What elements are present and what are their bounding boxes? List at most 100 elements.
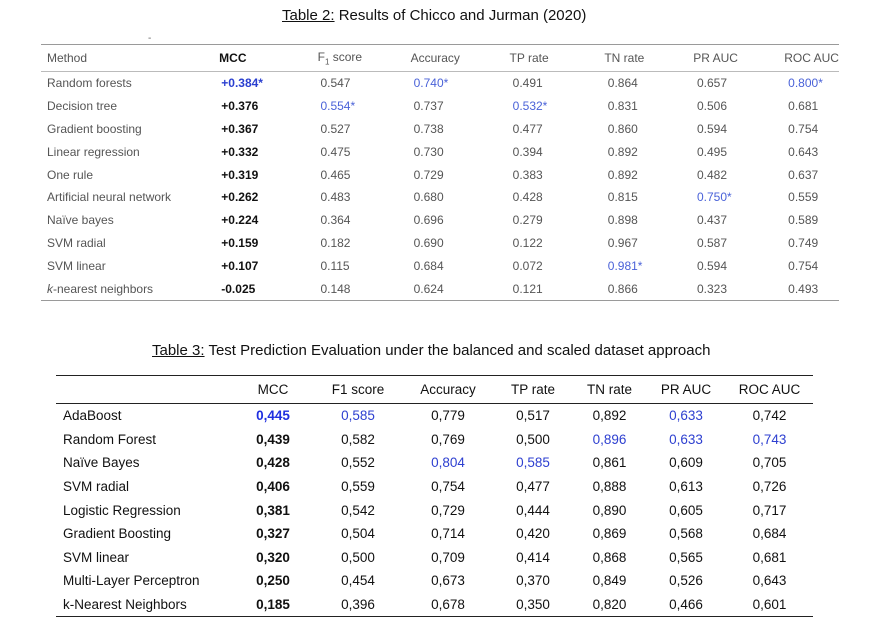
table3-cell: 0,726 bbox=[752, 479, 787, 495]
table3-cell: 0,601 bbox=[752, 597, 787, 613]
table2-row: Naïve bayes +0.224 0.364 0.696 0.279 0.898 0.4… bbox=[41, 209, 839, 232]
table2-row: Gradient boosting +0.367 0.527 0.738 0.477 0.… bbox=[41, 118, 839, 141]
table2-cell: 0.148 bbox=[320, 281, 351, 296]
table3-cell: 0,517 bbox=[516, 408, 550, 424]
table2-row-label: Artificial neural network bbox=[47, 190, 172, 205]
table2-cell: +0.367 bbox=[221, 121, 259, 136]
table3-header-cell: TN rate bbox=[586, 382, 632, 397]
table3-row-label: Random Forest bbox=[63, 431, 157, 447]
table3-cell: 0,250 bbox=[256, 573, 290, 589]
table2-cell: +0.224 bbox=[221, 213, 259, 228]
table3-row: SVM linear 0,320 0,500 0,709 0,414 0,868 0,565… bbox=[56, 546, 813, 570]
table2-cell: 0.477 bbox=[512, 121, 543, 136]
table2-cell: 0.437 bbox=[696, 213, 728, 228]
table3-row-label: Gradient Boosting bbox=[63, 526, 172, 542]
table2-cell: +0.384* bbox=[221, 76, 263, 91]
table2-cell: 0.532* bbox=[512, 99, 548, 114]
table3-cell: 0,381 bbox=[256, 502, 290, 518]
table3-cell: 0,406 bbox=[256, 479, 290, 495]
table3-row-label: Multi-Layer Perceptron bbox=[63, 573, 200, 589]
table3-body: AdaBoost 0,445 0,585 0,779 0,517 0,892 0,633 0,… bbox=[56, 404, 813, 616]
table2-header-cell: Accuracy bbox=[410, 51, 460, 65]
table2-cell: 0.681 bbox=[788, 99, 819, 114]
table3-top-rule bbox=[56, 375, 813, 376]
table2-row: SVM radial +0.159 0.182 0.690 0.122 0.967 0.58… bbox=[41, 232, 839, 255]
table3-row: Logistic Regression 0,381 0,542 0,729 0,444 0… bbox=[56, 498, 813, 522]
table3-title: Table 3: Test Prediction Evaluation unde… bbox=[152, 342, 710, 359]
table3-cell: 0,444 bbox=[516, 502, 550, 518]
table2-row-label: k-nearest neighbors bbox=[47, 281, 154, 296]
table3-cell: 0,439 bbox=[256, 431, 290, 447]
f1-subscript: 1 bbox=[324, 57, 330, 67]
table2-title-label: Table 2: bbox=[282, 7, 335, 24]
table3-cell: 0,420 bbox=[516, 526, 550, 542]
table3-row-label: Logistic Regression bbox=[63, 502, 181, 518]
table2-row-label: Random forests bbox=[47, 76, 132, 91]
table3-row: Gradient Boosting 0,327 0,504 0,714 0,420 0,8… bbox=[56, 522, 813, 546]
table2-row: k-nearest neighbors -0.025 0.148 0.624 0.121… bbox=[41, 277, 839, 300]
table2-cell: 0.730 bbox=[413, 144, 444, 159]
table2-row: SVM linear +0.107 0.115 0.684 0.072 0.981* 0.5… bbox=[41, 254, 839, 277]
table2-header-row: Method MCC F1 score Accuracy TP rate TN rate P… bbox=[41, 45, 839, 71]
table3-cell: 0,559 bbox=[341, 479, 375, 495]
table3-title-label: Table 3: bbox=[152, 342, 205, 359]
table2-cell: 0.465 bbox=[320, 167, 351, 182]
table3-header-cell bbox=[56, 376, 233, 403]
table2-cell: 0.815 bbox=[607, 190, 638, 205]
table2-cell: 0.383 bbox=[512, 167, 543, 182]
table2-cell: 0.594 bbox=[696, 121, 728, 136]
table3-cell: 0,888 bbox=[592, 479, 627, 495]
table3-cell: 0,466 bbox=[669, 597, 703, 613]
table3-cell: 0,705 bbox=[752, 455, 787, 471]
table2-cell: 0.637 bbox=[788, 167, 819, 182]
table3-row-label: SVM radial bbox=[63, 479, 130, 495]
table2-row-label: SVM radial bbox=[47, 235, 106, 250]
table3-cell: 0,445 bbox=[256, 408, 290, 424]
table2-cell: +0.319 bbox=[221, 167, 259, 182]
table2-cell: 0.740* bbox=[413, 76, 449, 91]
table3-cell: 0,185 bbox=[256, 597, 290, 613]
table2-cell: 0.729 bbox=[413, 167, 444, 182]
table3-title-text: Test Prediction Evaluation under the bal… bbox=[204, 342, 711, 359]
table3-cell: 0,370 bbox=[516, 573, 550, 589]
table2-cell: 0.892 bbox=[607, 167, 638, 182]
table3-row: AdaBoost 0,445 0,585 0,779 0,517 0,892 0,633 0,… bbox=[56, 404, 813, 428]
table2-bottom-rule bbox=[41, 299, 839, 301]
table2-cell: +0.107 bbox=[221, 258, 259, 273]
table3-cell: 0,613 bbox=[669, 479, 703, 495]
table2-row: Artificial neural network +0.262 0.483 0.68… bbox=[41, 186, 839, 209]
table2-cell: 0.624 bbox=[413, 281, 444, 296]
table3-cell: 0,868 bbox=[592, 549, 627, 565]
table2-cell: 0.860 bbox=[607, 121, 638, 136]
table2-cell: 0.696 bbox=[413, 213, 444, 228]
table2-cell: 0.892 bbox=[607, 144, 638, 159]
table2-row: One rule +0.319 0.465 0.729 0.383 0.892 0.482 0… bbox=[41, 163, 839, 186]
table3-row: Naïve Bayes 0,428 0,552 0,804 0,585 0,861 0,60… bbox=[56, 451, 813, 475]
table2-cell: 0.587 bbox=[696, 235, 728, 250]
table3-cell: 0,849 bbox=[592, 573, 627, 589]
table2-row-label: Gradient boosting bbox=[47, 121, 142, 136]
table3-cell: 0,565 bbox=[669, 549, 703, 565]
table2-cell: 0.967 bbox=[607, 235, 638, 250]
table2-cell: 0.594 bbox=[696, 258, 728, 273]
table2-cell: 0.428 bbox=[512, 190, 543, 205]
table3-row-label: AdaBoost bbox=[63, 408, 122, 424]
table2-title-text: Results of Chicco and Jurman (2020) bbox=[334, 7, 587, 24]
table3-cell: 0,504 bbox=[341, 526, 375, 542]
table2-cell: 0.898 bbox=[607, 213, 638, 228]
table2-cell: 0.482 bbox=[696, 167, 728, 182]
table2-cell: 0.323 bbox=[696, 281, 728, 296]
table2-cell: 0.643 bbox=[788, 144, 819, 159]
table3-header-cell: PR AUC bbox=[660, 382, 712, 397]
table2-row-label: Decision tree bbox=[47, 99, 118, 114]
table2-header-cell: TN rate bbox=[604, 51, 645, 65]
table2-header-cell: TP rate bbox=[509, 51, 549, 65]
table3-cell: 0,779 bbox=[431, 408, 465, 424]
table2-cell: 0.589 bbox=[788, 213, 819, 228]
table3-cell: 0,454 bbox=[341, 573, 375, 589]
table2-cell: +0.376 bbox=[221, 99, 259, 114]
table3-cell: 0,673 bbox=[431, 573, 465, 589]
table3-cell: 0,743 bbox=[752, 431, 787, 447]
table2-cell: 0.554* bbox=[320, 99, 356, 114]
table2-cell: 0.684 bbox=[413, 258, 444, 273]
